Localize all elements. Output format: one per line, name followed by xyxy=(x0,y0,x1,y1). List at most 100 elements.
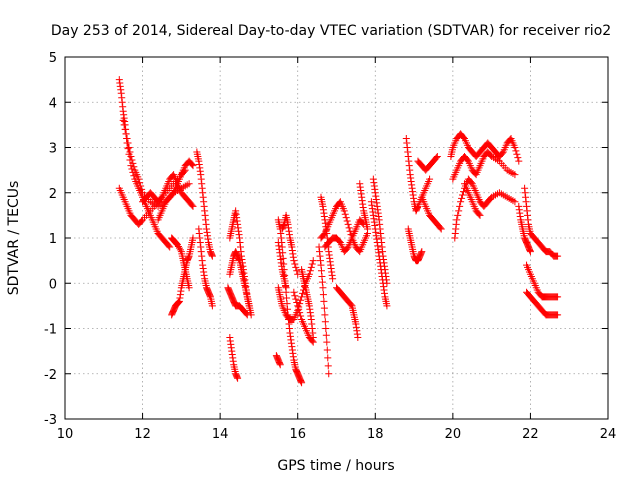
series-arc-19 xyxy=(290,288,317,346)
data-point xyxy=(126,148,134,156)
data-point xyxy=(511,171,519,179)
data-point xyxy=(208,302,216,310)
data-point xyxy=(291,260,299,268)
data-point xyxy=(125,144,133,151)
data-point xyxy=(324,362,332,370)
series-arc-34 xyxy=(449,148,519,183)
data-point xyxy=(364,225,372,233)
series-arc-35 xyxy=(451,175,519,242)
series-arc-25 xyxy=(333,284,362,342)
data-point xyxy=(321,311,329,319)
data-point xyxy=(298,379,306,387)
x-tick-label: 20 xyxy=(445,427,462,442)
data-point xyxy=(137,182,145,190)
data-point xyxy=(511,198,519,206)
data-point xyxy=(436,224,444,232)
x-tick-labels: 10 12 14 16 18 20 22 24 xyxy=(57,427,617,442)
series-arc-39 xyxy=(523,288,562,319)
data-point xyxy=(290,288,298,296)
x-tick-label: 14 xyxy=(212,427,229,442)
data-point xyxy=(291,292,299,300)
data-point xyxy=(292,263,300,271)
data-point xyxy=(176,246,184,254)
series-arc-20 xyxy=(298,266,317,342)
series-arc-38 xyxy=(521,184,562,260)
data-point xyxy=(459,191,467,199)
data-point xyxy=(294,302,302,310)
data-point xyxy=(344,220,352,228)
data-point xyxy=(340,207,348,215)
data-point xyxy=(128,156,136,164)
data-point xyxy=(307,263,315,271)
data-point xyxy=(292,295,300,303)
data-point xyxy=(323,338,331,346)
series-arc-07 xyxy=(168,234,193,292)
x-tick-label: 16 xyxy=(289,427,306,442)
series-arc-18 xyxy=(272,352,284,369)
data-point xyxy=(526,248,534,256)
data-point xyxy=(136,179,144,187)
data-point xyxy=(383,302,391,310)
series-arc-04 xyxy=(139,171,197,210)
data-point xyxy=(343,217,351,225)
series-arc-29 xyxy=(402,134,434,215)
data-point xyxy=(166,243,174,251)
data-point xyxy=(554,311,562,319)
data-point xyxy=(329,275,337,283)
data-point xyxy=(309,257,317,265)
data-point xyxy=(345,224,353,232)
data-point xyxy=(453,216,461,224)
y-tick-label: 2 xyxy=(49,187,57,202)
data-point xyxy=(320,297,328,305)
data-point xyxy=(306,267,314,275)
data-point xyxy=(243,311,251,319)
data-point xyxy=(324,354,332,362)
data-point xyxy=(454,211,462,219)
data-point xyxy=(455,207,463,215)
data-point xyxy=(208,252,216,260)
data-point xyxy=(297,312,305,320)
y-tick-label: -3 xyxy=(44,413,57,428)
data-point xyxy=(293,267,301,275)
data-point xyxy=(135,175,143,183)
data-point xyxy=(188,201,196,209)
series-arc-13 xyxy=(226,334,242,382)
chart-title: Day 253 of 2014, Sidereal Day-to-day VTE… xyxy=(51,23,611,39)
data-point xyxy=(325,370,333,378)
data-point xyxy=(341,210,349,218)
series-arc-37 xyxy=(515,202,534,256)
data-point xyxy=(347,301,355,309)
data-point xyxy=(234,374,242,382)
data-point xyxy=(296,309,304,317)
data-point xyxy=(123,134,131,142)
data-point xyxy=(290,257,298,265)
series-arc-32 xyxy=(418,193,445,233)
data-point xyxy=(476,211,484,219)
y-tick-label: 5 xyxy=(49,51,57,66)
data-point xyxy=(432,154,440,162)
data-point xyxy=(297,296,305,304)
data-point xyxy=(293,298,301,306)
series-arc-08 xyxy=(193,148,216,260)
data-point xyxy=(242,310,250,318)
series-arc-05 xyxy=(154,157,197,224)
data-point xyxy=(129,159,137,167)
x-tick-label: 24 xyxy=(600,427,617,442)
series-arc-17 xyxy=(274,239,290,292)
x-tick-label: 12 xyxy=(134,427,151,442)
y-tick-label: -2 xyxy=(44,368,57,383)
data-point xyxy=(320,304,328,312)
data-point xyxy=(426,175,434,183)
data-point xyxy=(515,157,523,165)
data-point xyxy=(127,153,135,161)
data-point xyxy=(354,334,362,342)
series-arc-40 xyxy=(523,261,562,301)
data-point xyxy=(282,284,290,292)
data-point xyxy=(319,284,327,292)
data-point xyxy=(122,130,130,138)
series-arc-12 xyxy=(224,284,251,319)
data-point xyxy=(322,331,330,339)
series-arc-06 xyxy=(168,234,197,319)
data-point xyxy=(458,194,466,202)
